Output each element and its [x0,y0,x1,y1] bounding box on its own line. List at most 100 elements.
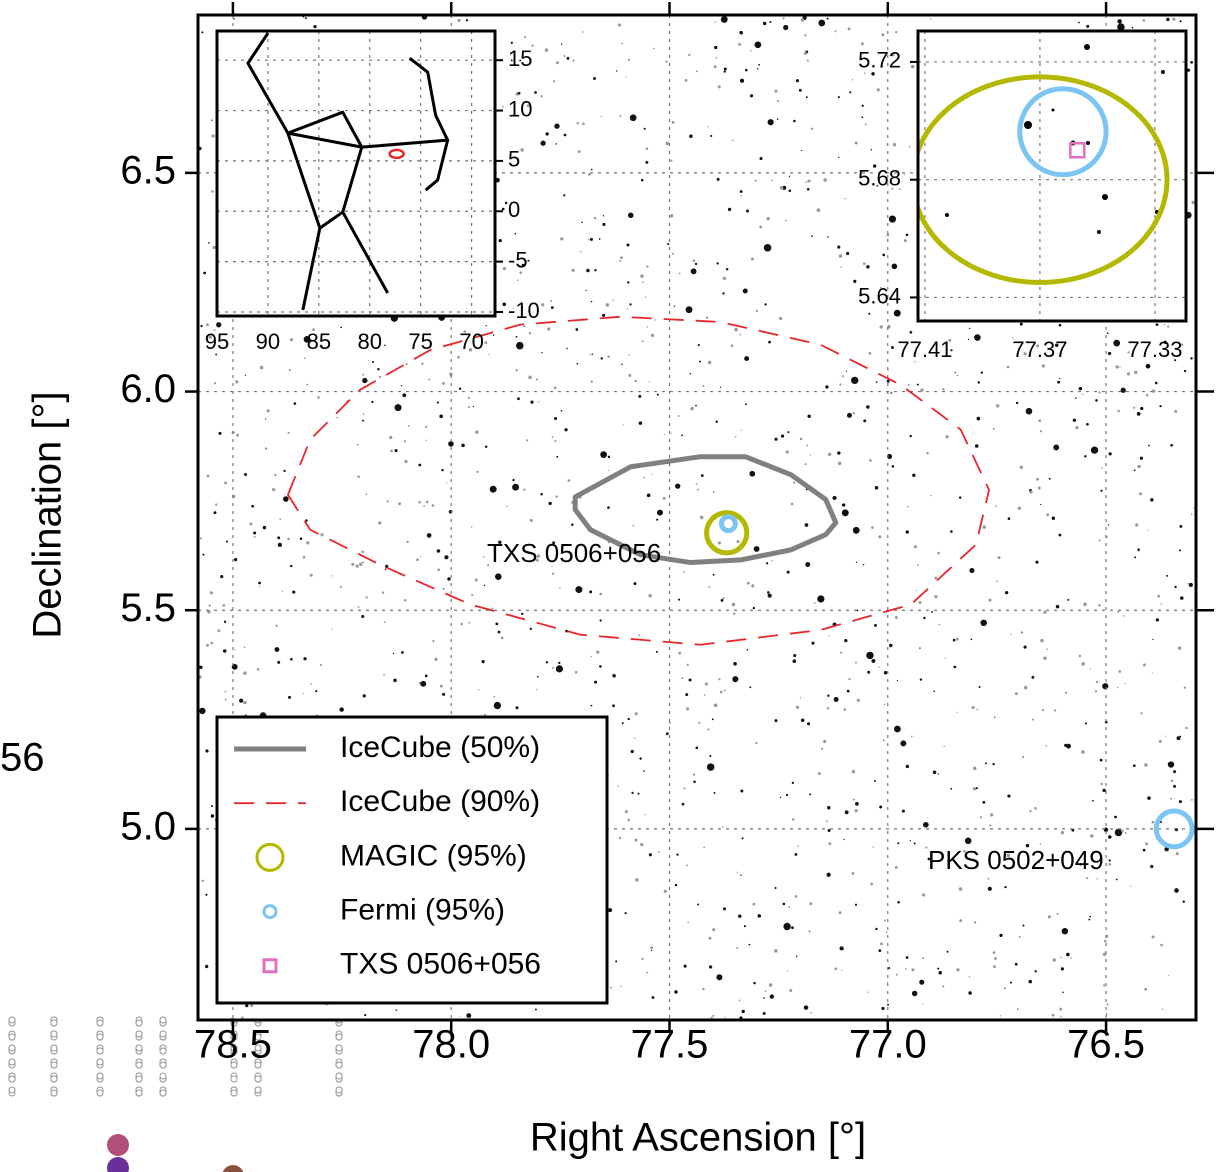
background-star [502,105,504,108]
background-star [403,598,407,602]
background-star [605,303,610,307]
background-star [634,838,638,842]
background-star [714,21,717,24]
background-star [1137,548,1140,551]
background-star [1108,863,1111,866]
background-star [806,59,809,62]
background-star [421,362,424,365]
background-star [876,185,879,187]
background-star [639,757,642,760]
background-star [663,889,667,893]
background-star [1019,936,1021,938]
background-star [968,991,972,995]
background-star [896,679,899,682]
background-star [779,796,782,799]
background-star [888,967,891,970]
background-star [1029,490,1033,494]
background-star [222,649,227,653]
background-star [556,61,559,65]
x-tick-label: 78.0 [412,1023,490,1067]
background-star [1100,489,1103,492]
background-star [200,324,203,328]
background-star [817,595,825,603]
background-star [540,95,543,98]
background-star [1025,843,1030,848]
background-star [1173,770,1177,774]
background-star [1081,662,1085,666]
background-star [1039,843,1042,845]
background-star [1010,633,1012,635]
x-tick-label: 77.37 [1012,337,1067,362]
background-star [656,518,659,521]
background-star [704,682,709,686]
background-star [681,677,684,680]
background-star [566,56,570,60]
background-star [1045,745,1048,747]
background-star [571,523,574,527]
background-star [1004,987,1006,989]
background-star [834,30,837,33]
background-star [753,981,756,985]
background-star [970,638,973,641]
background-star [1191,200,1195,205]
fragment-dot [254,1033,262,1041]
background-star [402,393,407,398]
legend-label: Fermi (95%) [340,894,505,927]
fragment-dot [96,1072,104,1080]
background-star [502,302,507,307]
background-star [514,232,517,235]
background-star [365,493,368,496]
background-star [685,693,689,697]
background-star [444,555,449,560]
background-star [1072,418,1077,422]
background-star [751,584,755,588]
background-star [808,930,811,933]
background-star [394,404,402,412]
background-star [767,591,770,594]
background-star [1028,979,1033,984]
fragment-dot [135,1030,143,1038]
background-star [883,919,887,922]
background-star [526,439,529,442]
background-star [700,474,704,478]
background-star [763,244,772,252]
background-star [498,238,502,243]
background-star [201,31,204,34]
background-star [1113,339,1121,347]
background-star [1114,828,1123,837]
background-star [788,189,792,193]
background-star [699,515,704,520]
fragment-dot [335,1086,343,1094]
background-star [714,45,718,50]
background-star [527,552,530,555]
background-star [1117,19,1122,24]
background-star [994,957,997,960]
background-star [895,30,898,34]
background-star [637,792,640,795]
background-star [536,688,538,691]
background-star [407,425,410,427]
background-star [752,902,756,906]
background-star [439,684,443,688]
background-star [250,1004,254,1008]
background-star [722,597,725,600]
background-star [436,401,439,404]
background-star [731,602,736,607]
background-star [554,439,557,442]
background-star [809,902,813,906]
background-star [712,928,716,932]
background-star [1006,853,1010,858]
fragment-dot [50,1019,58,1027]
background-star [634,379,637,383]
background-star [688,53,691,57]
background-star [622,424,624,426]
background-star [999,933,1003,938]
background-star [897,901,900,904]
background-star [621,363,623,366]
background-star [749,686,752,689]
background-star [287,537,290,541]
background-star [979,816,983,819]
background-star [1122,615,1125,617]
background-star [205,964,209,969]
background-star [964,837,972,845]
